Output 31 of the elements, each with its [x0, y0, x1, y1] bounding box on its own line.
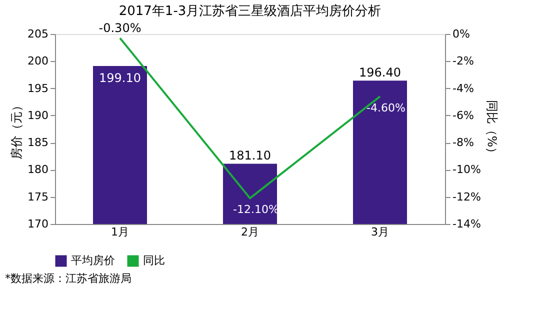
- data-label: -12.10%: [233, 203, 279, 216]
- y2-tick-label: -12%: [452, 190, 481, 204]
- x-tick-label: 2月: [241, 226, 259, 238]
- y2-tick-label: -2%: [452, 54, 474, 68]
- y-axis-title: 房价（元）: [10, 100, 24, 160]
- data-label: 199.10: [99, 71, 141, 86]
- text: *数据来源：江苏省旅游局: [5, 272, 132, 285]
- y-tick-label: 190: [28, 108, 48, 122]
- y2-tick-label: -6%: [452, 108, 474, 122]
- chart-title: 2017年1-3月江苏省三星级酒店平均房价分析: [118, 3, 382, 20]
- x-tick-label: 1月: [111, 226, 129, 238]
- data-label: -0.30%: [98, 21, 142, 36]
- y2-tick-label: -8%: [452, 136, 474, 150]
- y2-tick-label: -4%: [452, 82, 474, 95]
- y-tick-label: 180: [28, 163, 48, 176]
- y2-tick-label: -10%: [452, 163, 481, 176]
- data-label: 181.10: [229, 148, 271, 163]
- y-tick-label: 185: [28, 136, 48, 150]
- y-tick-label: 200: [28, 54, 48, 68]
- y-tick-label: 205: [28, 28, 48, 40]
- y2-tick-label: 0%: [452, 28, 470, 40]
- x-tick-label: 3月: [371, 226, 389, 238]
- data-label: 196.40: [359, 66, 401, 80]
- y-tick-label: 195: [28, 82, 48, 95]
- y-tick-label: 175: [28, 190, 48, 204]
- legend-label: 同比: [143, 254, 165, 267]
- data-label: -4.60%: [366, 101, 406, 114]
- y2-axis-title: 同比（%）: [484, 100, 499, 160]
- y-tick-label: 170: [28, 218, 48, 230]
- y2-tick-label: -14%: [452, 218, 481, 230]
- legend-label: 平均房价: [71, 254, 115, 267]
